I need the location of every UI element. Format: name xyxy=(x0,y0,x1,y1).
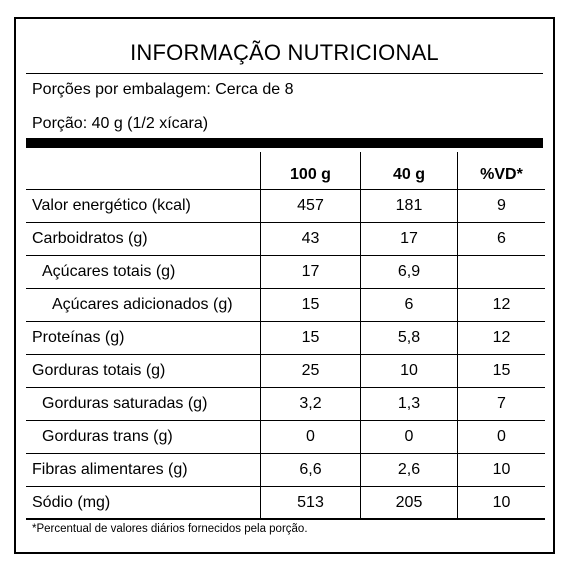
thick-divider xyxy=(26,138,543,148)
value-daily: 12 xyxy=(457,322,545,354)
nutrient-name: Valor energético (kcal) xyxy=(32,197,191,214)
nutrient-name: Sódio (mg) xyxy=(32,493,111,511)
table-row: Valor energético (kcal) 457 181 9 xyxy=(26,190,545,223)
value-daily xyxy=(457,256,545,288)
table-row: Sódio (mg) 513 205 10 xyxy=(26,487,545,520)
column-header-portion: 40 g xyxy=(360,152,457,189)
value-daily: 10 xyxy=(457,487,545,518)
label-title: INFORMAÇÃO NUTRICIONAL xyxy=(130,40,439,65)
table-row: Carboidratos (g) 43 17 6 xyxy=(26,223,545,256)
nutrient-name: Gorduras saturadas (g) xyxy=(42,395,208,412)
table-row: Açúcares adicionados (g) 15 6 12 xyxy=(26,289,545,322)
serving-size: Porção: 40 g (1/2 xícara) xyxy=(32,115,209,132)
value-100g: 15 xyxy=(260,322,360,354)
value-daily: 0 xyxy=(457,421,545,453)
nutrient-name: Açúcares adicionados (g) xyxy=(52,296,233,313)
servings-per-package: Porções por embalagem: Cerca de 8 xyxy=(32,81,294,98)
table-row: Fibras alimentares (g) 6,6 2,6 10 xyxy=(26,454,545,487)
column-header-daily-value: %VD* xyxy=(457,152,545,189)
table-row: Gorduras totais (g) 25 10 15 xyxy=(26,355,545,388)
value-100g: 513 xyxy=(260,487,360,518)
footnote: *Percentual de valores diários fornecido… xyxy=(32,523,308,535)
table-row: Gorduras saturadas (g) 3,2 1,3 7 xyxy=(26,388,545,421)
column-header-name xyxy=(26,152,260,189)
value-portion: 205 xyxy=(360,487,457,518)
nutrient-name: Açúcares totais (g) xyxy=(42,263,176,280)
table-row: Proteínas (g) 15 5,8 12 xyxy=(26,322,545,355)
value-daily: 10 xyxy=(457,454,545,486)
value-100g: 3,2 xyxy=(260,388,360,420)
value-100g: 25 xyxy=(260,355,360,387)
value-portion: 2,6 xyxy=(360,454,457,486)
value-100g: 6,6 xyxy=(260,454,360,486)
value-portion: 10 xyxy=(360,355,457,387)
value-daily: 9 xyxy=(457,190,545,222)
value-portion: 181 xyxy=(360,190,457,222)
value-100g: 0 xyxy=(260,421,360,453)
nutrient-name: Fibras alimentares (g) xyxy=(32,461,188,478)
value-100g: 15 xyxy=(260,289,360,321)
value-100g: 17 xyxy=(260,256,360,288)
divider xyxy=(26,73,543,74)
column-header-100g: 100 g xyxy=(260,152,360,189)
table-row: Gorduras trans (g) 0 0 0 xyxy=(26,421,545,454)
value-100g: 43 xyxy=(260,223,360,255)
value-100g: 457 xyxy=(260,190,360,222)
nutrient-name: Gorduras trans (g) xyxy=(42,428,173,445)
nutrient-name: Proteínas (g) xyxy=(32,329,125,346)
nutrient-name: Carboidratos (g) xyxy=(32,230,148,247)
value-daily: 12 xyxy=(457,289,545,321)
table-row: Açúcares totais (g) 17 6,9 xyxy=(26,256,545,289)
nutrition-facts-label: INFORMAÇÃO NUTRICIONAL Porções por embal… xyxy=(14,17,555,554)
value-portion: 6,9 xyxy=(360,256,457,288)
nutrition-table: 100 g 40 g %VD* Valor energético (kcal) … xyxy=(26,152,545,520)
value-portion: 0 xyxy=(360,421,457,453)
value-daily: 15 xyxy=(457,355,545,387)
value-portion: 5,8 xyxy=(360,322,457,354)
nutrient-name: Gorduras totais (g) xyxy=(32,362,166,379)
table-header-row: 100 g 40 g %VD* xyxy=(26,152,545,190)
value-daily: 7 xyxy=(457,388,545,420)
value-daily: 6 xyxy=(457,223,545,255)
value-portion: 17 xyxy=(360,223,457,255)
value-portion: 1,3 xyxy=(360,388,457,420)
value-portion: 6 xyxy=(360,289,457,321)
